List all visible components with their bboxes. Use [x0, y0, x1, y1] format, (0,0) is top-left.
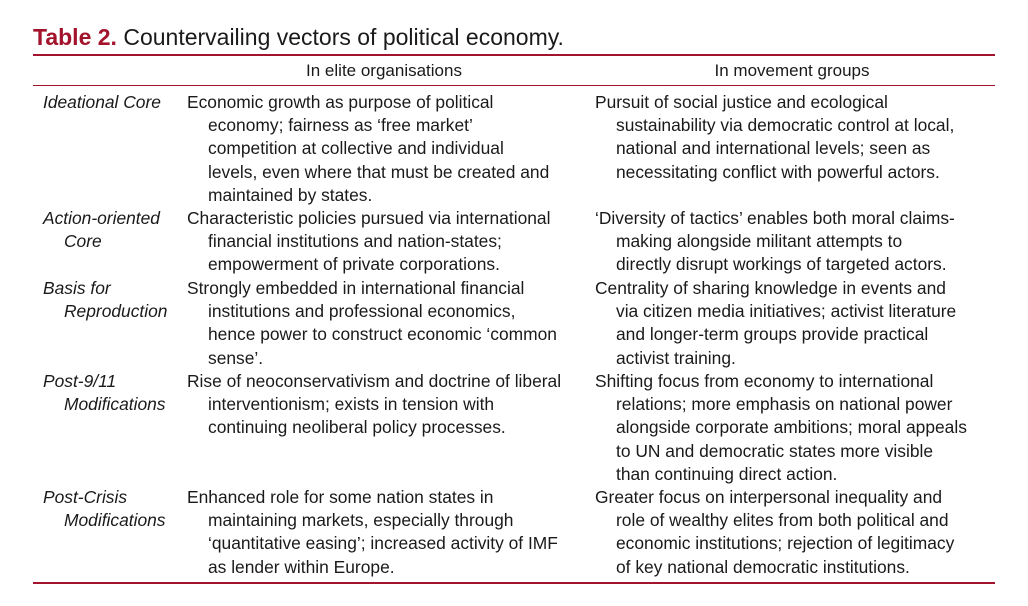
- cell-line: Centrality of sharing knowledge in event…: [595, 278, 946, 298]
- column-header-movement: In movement groups: [714, 61, 870, 80]
- cell-line: ‘quantitative easing’; increased activit…: [208, 533, 558, 554]
- row-label-line: Modifications: [64, 510, 166, 531]
- table-bottom-rule: [33, 582, 995, 584]
- cell-line: economy; fairness as ‘free market’: [208, 115, 473, 136]
- row-label-line: Post-Crisis: [43, 487, 128, 507]
- cell-line: to UN and democratic states more visible: [616, 440, 934, 461]
- movement-cell: ‘Diversity of tactics’ enables both mora…: [595, 207, 991, 277]
- cell-line: maintaining markets, especially through: [208, 510, 514, 531]
- cell-line: Characteristic policies pursued via inte…: [187, 208, 551, 228]
- elite-cell: Characteristic policies pursued via inte…: [187, 207, 587, 277]
- cell-line: institutions and professional economics,: [208, 301, 516, 322]
- cell-line: maintained by states.: [208, 184, 373, 205]
- row-label-line: Reproduction: [64, 301, 168, 322]
- row-label: Basis for Reproduction: [43, 277, 183, 323]
- cell-line: interventionism; exists in tension with: [208, 394, 495, 415]
- cell-line: competition at collective and individual: [208, 138, 504, 159]
- row-label: Post-9/11 Modifications: [43, 370, 183, 416]
- elite-cell: Rise of neoconservativism and doctrine o…: [187, 370, 587, 440]
- row-label-line: Post-9/11: [43, 371, 117, 391]
- table-caption: Table 2. Countervailing vectors of polit…: [33, 22, 564, 52]
- movement-cell: Centrality of sharing knowledge in event…: [595, 277, 991, 370]
- movement-cell: Pursuit of social justice and ecological…: [595, 91, 991, 184]
- cell-line: sustainability via democratic control at…: [616, 115, 955, 136]
- cell-line: economic institutions; rejection of legi…: [616, 533, 955, 554]
- cell-line: than continuing direct action.: [616, 463, 838, 484]
- cell-line: necessitating conflict with powerful act…: [616, 161, 940, 182]
- cell-line: directly disrupt workings of targeted ac…: [616, 254, 947, 275]
- row-label-line: Action-oriented: [43, 208, 160, 228]
- cell-line: Economic growth as purpose of political: [187, 92, 494, 112]
- elite-cell: Strongly embedded in international finan…: [187, 277, 587, 370]
- row-label-line: Ideational Core: [43, 92, 161, 112]
- cell-line: and longer-term groups provide practical: [616, 324, 929, 345]
- cell-line: making alongside militant attempts to: [616, 231, 903, 252]
- elite-cell: Economic growth as purpose of political e…: [187, 91, 587, 207]
- row-label: Action-oriented Core: [43, 207, 183, 253]
- elite-cell: Enhanced role for some nation states in m…: [187, 486, 587, 579]
- table-top-rule: [33, 54, 995, 56]
- cell-line: ‘Diversity of tactics’ enables both mora…: [595, 208, 955, 228]
- row-label-line: Basis for: [43, 278, 111, 298]
- movement-cell: Shifting focus from economy to internati…: [595, 370, 991, 486]
- cell-line: continuing neoliberal policy processes.: [208, 417, 506, 438]
- cell-line: as lender within Europe.: [208, 556, 395, 577]
- cell-line: national and international levels; seen …: [616, 138, 931, 159]
- table-title: Countervailing vectors of political econ…: [123, 24, 564, 50]
- cell-line: Greater focus on interpersonal inequalit…: [595, 487, 943, 507]
- cell-line: Enhanced role for some nation states in: [187, 487, 494, 507]
- cell-line: levels, even where that must be created …: [208, 161, 550, 182]
- table-header-rule: [33, 85, 995, 86]
- cell-line: Shifting focus from economy to internati…: [595, 371, 934, 391]
- movement-cell: Greater focus on interpersonal inequalit…: [595, 486, 991, 579]
- cell-line: empowerment of private corporations.: [208, 254, 500, 275]
- cell-line: role of wealthy elites from both politic…: [616, 510, 949, 531]
- row-label-line: Core: [64, 231, 102, 252]
- row-label: Ideational Core: [43, 91, 183, 114]
- cell-line: Rise of neoconservativism and doctrine o…: [187, 371, 562, 391]
- row-label-line: Modifications: [64, 394, 166, 415]
- cell-line: Strongly embedded in international finan…: [187, 278, 525, 298]
- cell-line: activist training.: [616, 347, 736, 368]
- cell-line: Pursuit of social justice and ecological: [595, 92, 888, 112]
- cell-line: financial institutions and nation-states…: [208, 231, 502, 252]
- row-label: Post-Crisis Modifications: [43, 486, 183, 532]
- cell-line: relations; more emphasis on national pow…: [616, 394, 953, 415]
- column-header-elite: In elite organisations: [306, 61, 462, 80]
- cell-line: alongside corporate ambitions; moral app…: [616, 417, 967, 438]
- cell-line: via citizen media initiatives; activist …: [616, 301, 957, 322]
- table-number: Table 2.: [33, 24, 117, 50]
- cell-line: of key national democratic institutions.: [616, 556, 910, 577]
- cell-line: hence power to construct economic ‘commo…: [208, 324, 557, 345]
- cell-line: sense’.: [208, 347, 264, 368]
